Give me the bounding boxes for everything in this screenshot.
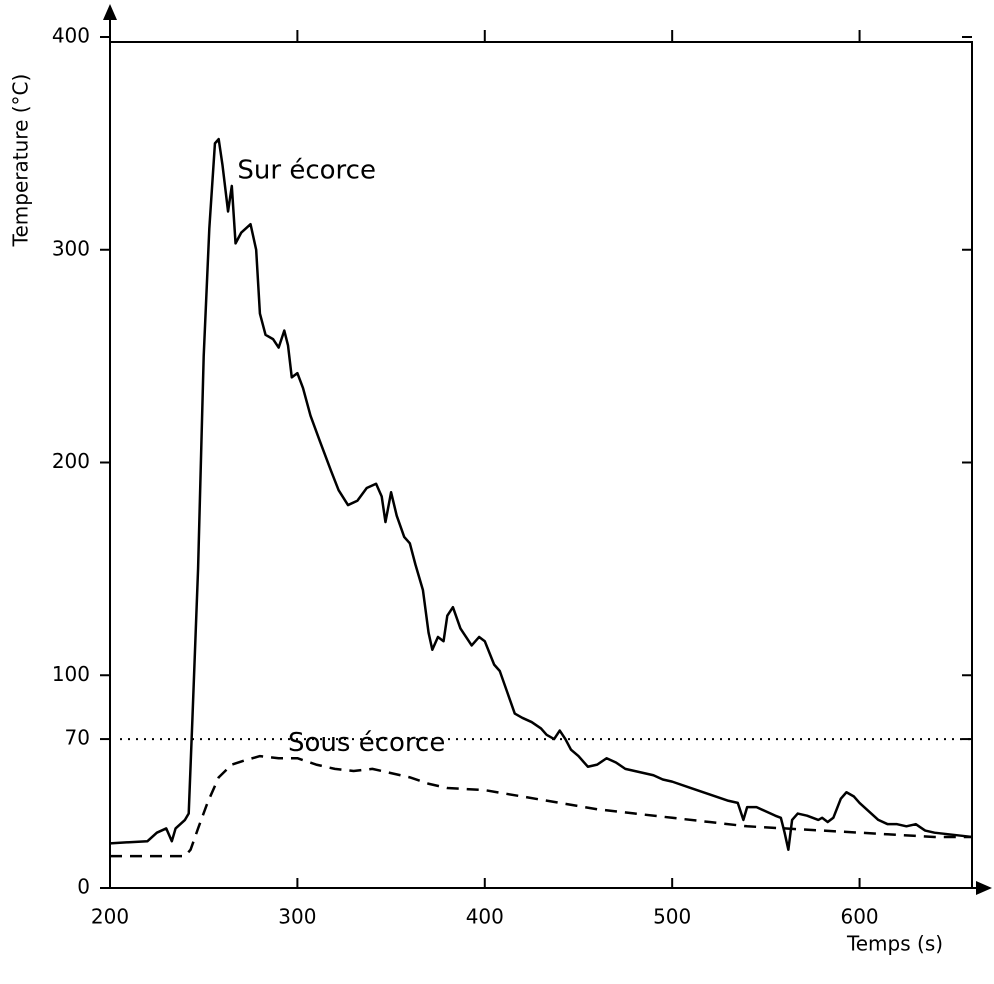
x-tick-label: 400 [466, 905, 504, 929]
x-tick-label: 600 [840, 905, 878, 929]
x-axis-arrow [976, 881, 992, 895]
y-tick-label: 200 [52, 449, 90, 473]
y-tick-label: 0 [77, 875, 90, 899]
y-tick-label: 300 [52, 236, 90, 260]
y-tick-label: 100 [52, 662, 90, 686]
y-axis-arrow [103, 4, 117, 20]
annotation: Sous écorce [288, 728, 445, 758]
data-line [109, 137, 973, 851]
data-line [110, 754, 972, 858]
x-tick-label: 300 [278, 905, 316, 929]
x-tick-label: 500 [653, 905, 691, 929]
y-axis-label: Temperature (°C) [9, 74, 33, 248]
y-tick-label: 400 [52, 24, 90, 48]
y-tick-label: 70 [65, 726, 90, 750]
annotation: Sur écorce [237, 156, 376, 186]
x-axis-label: Temps (s) [846, 932, 943, 956]
x-tick-label: 200 [91, 905, 129, 929]
axes-frame [109, 10, 985, 889]
